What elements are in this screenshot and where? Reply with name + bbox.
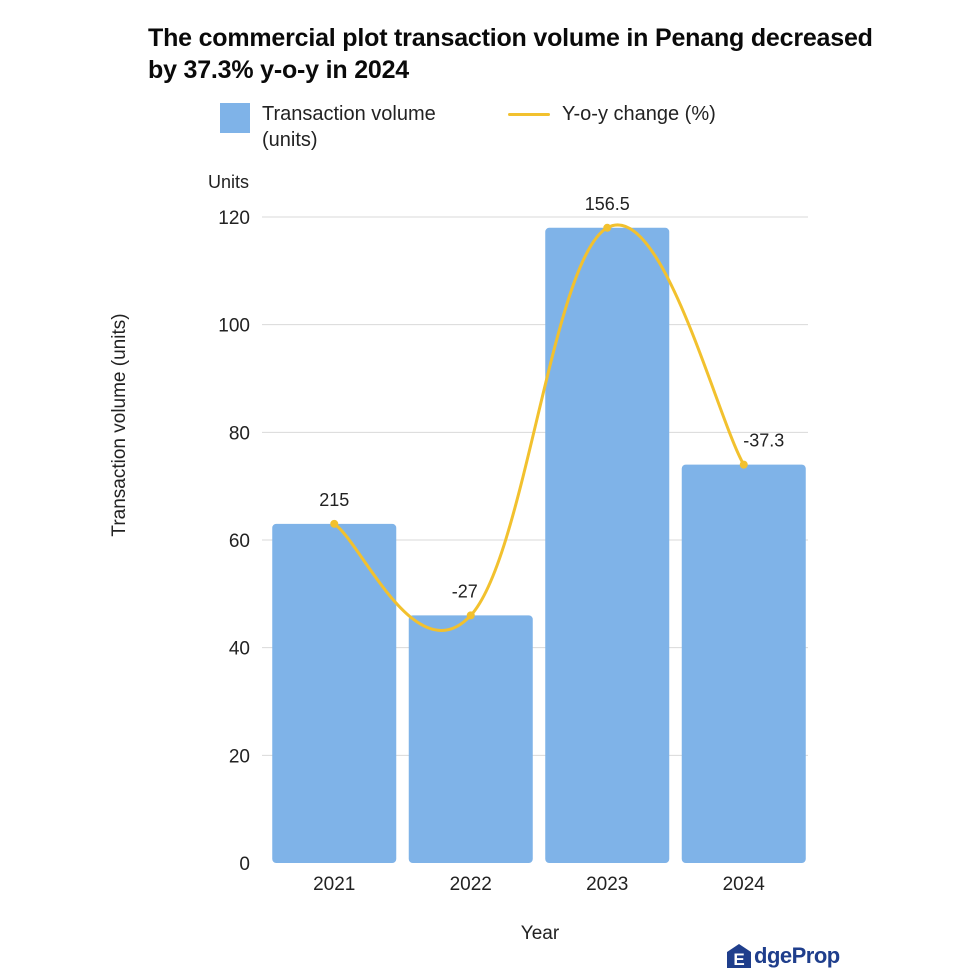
edgeprop-logo-letter: E bbox=[733, 950, 744, 969]
x-tick-label: 2024 bbox=[723, 874, 766, 895]
y-tick-label: 0 bbox=[239, 854, 250, 875]
edgeprop-logo: E dgeProp bbox=[726, 943, 840, 969]
yoy-point-2024 bbox=[739, 460, 748, 469]
y-tick-label: 100 bbox=[218, 316, 250, 337]
x-tick-label: 2022 bbox=[450, 874, 492, 895]
yoy-data-label: 215 bbox=[319, 490, 349, 510]
edgeprop-logo-text: dgeProp bbox=[754, 943, 840, 968]
yoy-point-2022 bbox=[466, 611, 475, 620]
yoy-data-label: -37.3 bbox=[743, 431, 784, 451]
y-tick-label: 120 bbox=[218, 208, 250, 229]
bar-2022 bbox=[408, 615, 533, 863]
legend-line-swatch bbox=[508, 101, 550, 127]
chart-title: The commercial plot transaction volume i… bbox=[148, 24, 873, 84]
bar-2024 bbox=[681, 464, 806, 863]
y-tick-label: 20 bbox=[229, 746, 250, 767]
legend-line-label: Y-o-y change (%) bbox=[562, 103, 716, 125]
bar-2021 bbox=[272, 523, 397, 863]
y-tick-label: 40 bbox=[229, 639, 250, 660]
yoy-data-label: 156.5 bbox=[585, 194, 630, 214]
edgeprop-logo-icon: E bbox=[727, 944, 751, 969]
legend-item-bar: Transaction volume (units) bbox=[220, 101, 482, 153]
y-axis-unit-label: Units bbox=[208, 172, 250, 192]
yoy-point-2023 bbox=[603, 223, 612, 232]
yoy-change-line bbox=[332, 223, 746, 632]
bar-2023 bbox=[545, 227, 670, 863]
legend-item-line: Y-o-y change (%) bbox=[508, 101, 782, 127]
yoy-point-2021 bbox=[330, 519, 339, 528]
x-tick-label: 2021 bbox=[313, 874, 355, 895]
x-axis-title: Year bbox=[520, 923, 560, 944]
y-tick-label: 80 bbox=[229, 423, 250, 444]
legend-bar-swatch bbox=[220, 103, 250, 133]
x-tick-label: 2023 bbox=[586, 874, 628, 895]
yoy-data-label: -27 bbox=[452, 581, 478, 601]
y-tick-label: 60 bbox=[229, 531, 250, 552]
legend-bar-label: Transaction volume (units) bbox=[262, 103, 436, 151]
